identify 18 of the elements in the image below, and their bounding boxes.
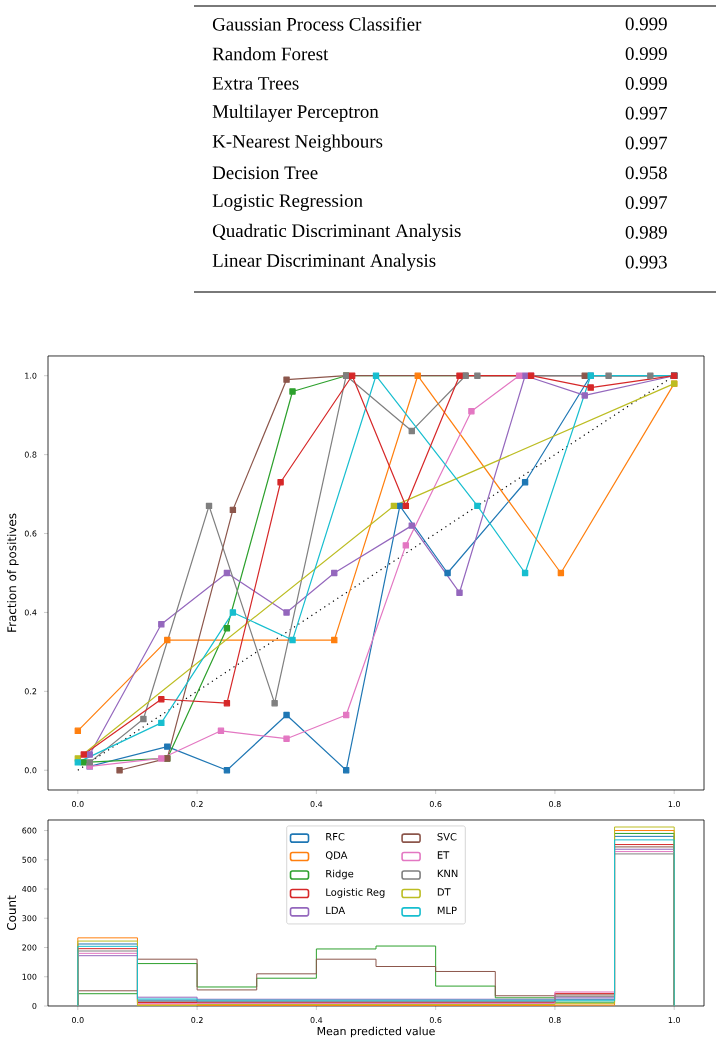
category-label: K-Nearest Neighbours bbox=[212, 134, 383, 152]
category-label: Random Forest bbox=[212, 47, 329, 61]
category-label: Linear Discriminant Analysis bbox=[212, 253, 436, 271]
data-label: 0.989 bbox=[625, 225, 667, 239]
data-label: 0.997 bbox=[625, 106, 668, 120]
data-label: 0.997 bbox=[625, 196, 668, 210]
data-label: 0.999 bbox=[625, 47, 667, 61]
category-label: Quadratic Discriminant Analysis bbox=[212, 223, 461, 242]
data-label: 0.999 bbox=[625, 17, 667, 31]
data-label: 0.993 bbox=[625, 255, 667, 269]
category-label: Gaussian Process Classifier bbox=[212, 17, 422, 31]
category-label: Logistic Regression bbox=[212, 194, 363, 211]
data-label: 0.999 bbox=[625, 77, 667, 90]
data-label: 0.958 bbox=[625, 166, 667, 180]
category-label: Extra Trees bbox=[212, 77, 299, 90]
category-label: Multilayer Perceptron bbox=[212, 104, 379, 122]
category-label: Decision Tree bbox=[212, 166, 318, 180]
data-label: 0.997 bbox=[625, 136, 668, 150]
